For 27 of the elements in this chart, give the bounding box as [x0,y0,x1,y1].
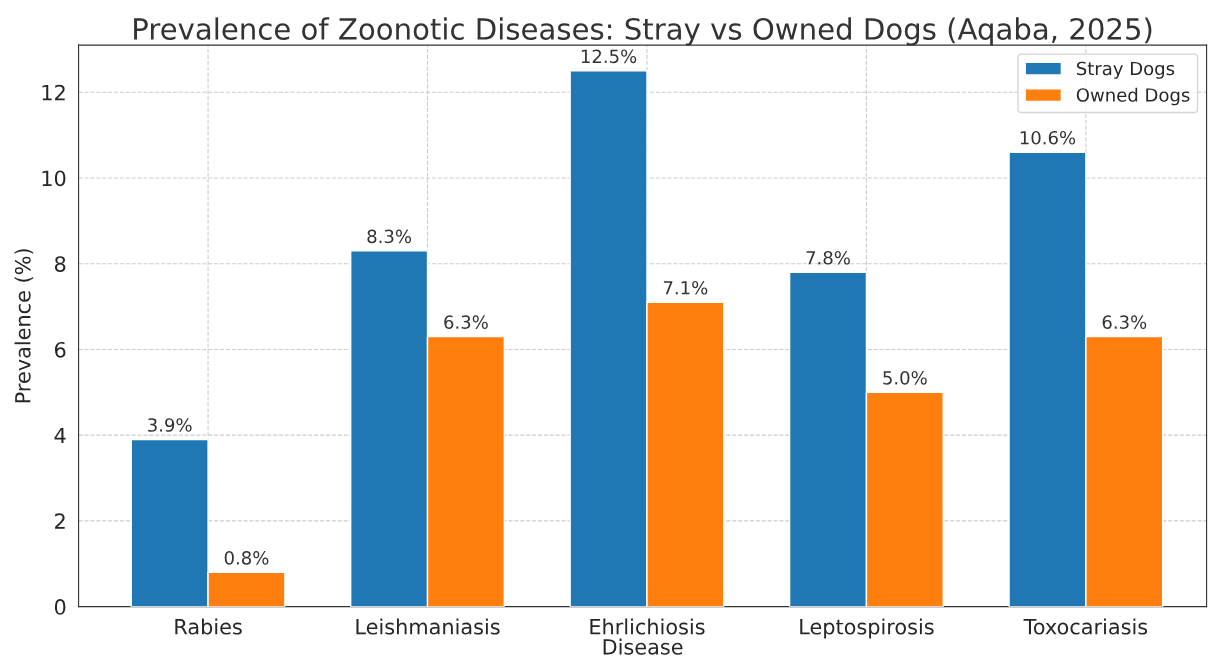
x-tick-label: Leishmaniasis [356,618,500,635]
y-tick-label: 8 [54,256,66,272]
y-tick-label: 6 [54,341,66,358]
data-label: 10.6% [1020,130,1076,145]
x-tick-label: Toxocariasis [1023,618,1148,635]
y-tick-label: 2 [55,513,65,529]
data-label: 6.3% [1102,315,1147,329]
x-tick-label: Ehrlichiosis [590,618,705,635]
y-tick-label: 4 [54,427,66,444]
data-label: 6.3% [444,315,488,329]
data-label: 7.8% [806,250,850,265]
legend-label: Stray Dogs [1076,61,1175,79]
x-tick-label: Leptospirosis [800,618,934,639]
data-label: 12.5% [581,49,637,64]
data-label: 0.8% [224,551,269,565]
legend-label: Owned Dogs [1076,87,1190,106]
x-axis-title: Disease [603,638,683,655]
data-label: 8.3% [367,229,412,244]
data-label: 3.9% [148,418,192,432]
y-tick-label: 10 [42,170,66,187]
y-axis-title: Prevalence (%) [14,249,34,403]
data-label: 7.1% [663,280,708,295]
y-tick-label: 0 [54,599,66,615]
data-label: 5.0% [883,370,927,385]
chart-title: Prevalence of Zoonotic Diseases: Stray vs Owned Dogs (Aqaba, 2025) [134,17,1152,46]
y-tick-label: 12 [42,84,65,101]
x-tick-label: Rabies [175,618,242,635]
